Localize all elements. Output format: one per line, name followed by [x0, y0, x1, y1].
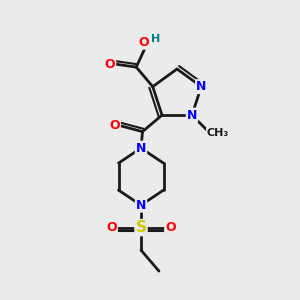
Text: N: N — [187, 109, 197, 122]
Text: CH₃: CH₃ — [207, 128, 229, 138]
Text: O: O — [109, 119, 120, 132]
Text: O: O — [165, 221, 176, 234]
Text: O: O — [104, 58, 115, 70]
Text: N: N — [136, 199, 146, 212]
Text: N: N — [136, 142, 146, 154]
Text: O: O — [106, 221, 117, 234]
Text: H: H — [151, 34, 160, 44]
Text: N: N — [196, 80, 206, 93]
Text: S: S — [136, 220, 146, 235]
Text: O: O — [138, 36, 149, 49]
